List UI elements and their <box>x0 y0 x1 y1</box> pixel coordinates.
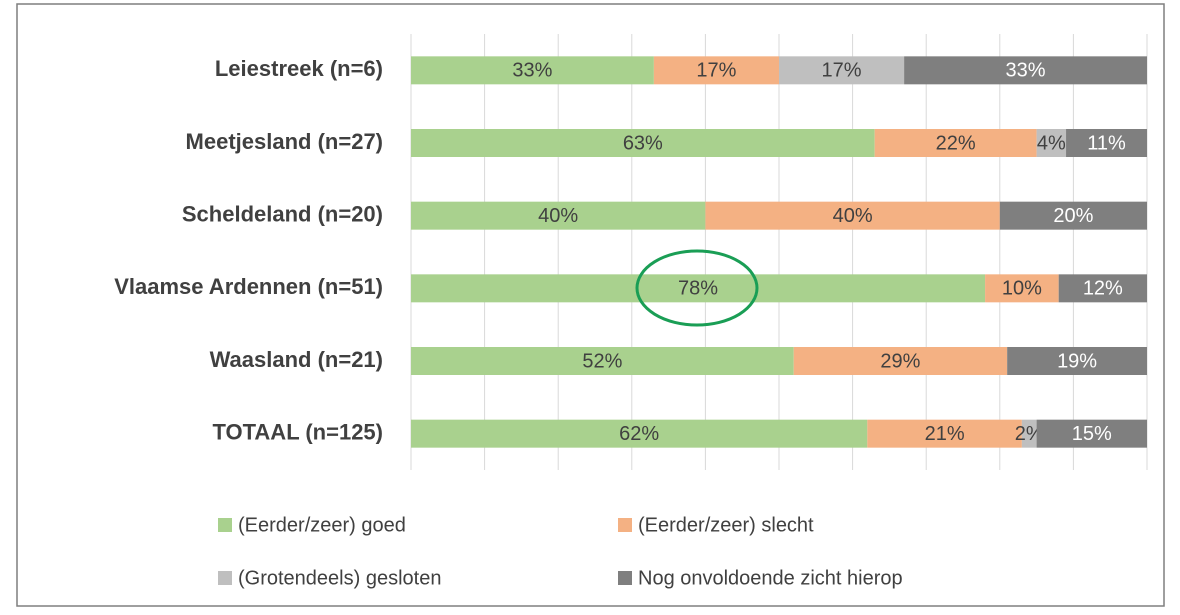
value-label: 12% <box>1083 278 1123 300</box>
value-label: 78% <box>678 278 718 300</box>
legend-swatch <box>218 518 232 532</box>
bar-segment <box>411 419 868 448</box>
value-label: 4% <box>1037 132 1066 154</box>
bar-segment <box>1007 347 1147 375</box>
value-label: 20% <box>1053 205 1093 227</box>
bar-segment <box>411 274 986 303</box>
category-label: TOTAAL (n=125) <box>212 419 383 444</box>
bar-segment <box>411 201 706 230</box>
value-label: 17% <box>696 60 736 82</box>
value-label: 21% <box>925 423 965 445</box>
bar-segment <box>999 201 1147 230</box>
bar-segment <box>411 129 875 157</box>
highlight-ellipse <box>635 249 759 327</box>
legend-label: Nog onvoldoende zicht hierop <box>638 567 903 589</box>
bar-segment <box>705 201 1000 230</box>
legend-label: (Eerder/zeer) goed <box>238 514 406 536</box>
bar-segment <box>1058 274 1147 303</box>
legend-label: (Eerder/zeer) slecht <box>638 514 814 536</box>
category-label: Vlaamse Ardennen (n=51) <box>114 274 383 299</box>
value-label: 40% <box>833 205 873 227</box>
value-label: 62% <box>619 423 659 445</box>
value-label: 33% <box>1006 60 1046 82</box>
value-label: 33% <box>512 60 552 82</box>
category-label: Waasland (n=21) <box>210 347 383 372</box>
value-label: 29% <box>880 350 920 372</box>
bar-segment <box>779 56 905 85</box>
bar-segment <box>985 274 1059 303</box>
bar-segment <box>411 347 794 375</box>
value-label: 40% <box>538 205 578 227</box>
value-label: 10% <box>1002 278 1042 300</box>
bar-segment <box>1066 129 1147 157</box>
bar-segment <box>793 347 1008 375</box>
legend-swatch <box>218 571 232 585</box>
bar-segment <box>904 56 1147 85</box>
bar-segment <box>411 56 654 85</box>
chart-frame <box>16 3 1165 607</box>
value-label: 11% <box>1087 132 1126 154</box>
legend-label: (Grotendeels) gesloten <box>238 567 441 589</box>
category-label: Leiestreek (n=6) <box>215 56 383 81</box>
value-label: 52% <box>582 350 622 372</box>
bar-segment <box>1021 419 1037 448</box>
value-label: 63% <box>623 132 663 154</box>
legend-swatch <box>618 571 632 585</box>
legend-swatch <box>618 518 632 532</box>
value-label: 15% <box>1072 423 1112 445</box>
bar-segment <box>1036 419 1147 448</box>
bar-segment <box>874 129 1037 157</box>
bar-segment <box>653 56 779 85</box>
category-label: Scheldeland (n=20) <box>182 201 383 226</box>
bar-segment <box>1036 129 1067 157</box>
bar-segment <box>867 419 1022 448</box>
value-label: 17% <box>822 60 862 82</box>
value-label: 19% <box>1057 350 1097 372</box>
value-label: 22% <box>936 132 976 154</box>
category-label: Meetjesland (n=27) <box>186 129 383 154</box>
